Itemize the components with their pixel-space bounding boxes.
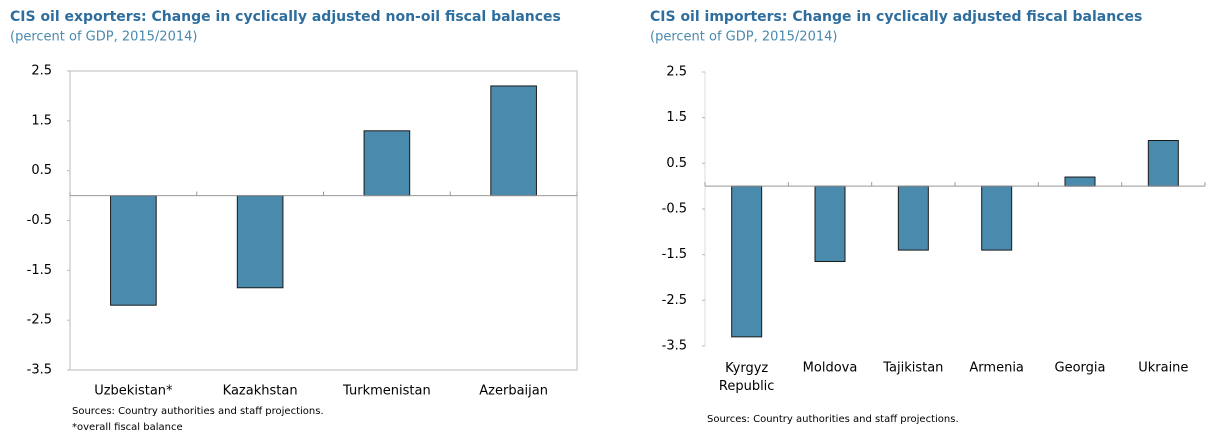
bar <box>1064 176 1096 187</box>
y-tick-label: -0.5 <box>662 202 687 217</box>
bar <box>981 185 1013 251</box>
chart-subtitle: (percent of GDP, 2015/2014) <box>10 30 197 45</box>
bar <box>363 130 411 197</box>
y-tick-label: 1.5 <box>666 110 687 125</box>
bar <box>490 85 537 197</box>
x-tick-label: Turkmenistan <box>342 384 431 399</box>
y-tick-label: -1.5 <box>662 247 687 262</box>
bar <box>814 185 846 263</box>
chart-title: CIS oil exporters: Change in cyclically … <box>10 9 561 25</box>
y-tick-label: 0.5 <box>31 163 52 178</box>
chart-subtitle: (percent of GDP, 2015/2014) <box>650 30 837 45</box>
y-tick-label: -2.5 <box>662 293 687 308</box>
note: Sources: Country authorities and staff p… <box>707 414 959 425</box>
bar <box>110 195 157 306</box>
x-tick-label: Uzbekistan* <box>94 384 173 399</box>
x-tick-label: Azerbaijan <box>479 384 548 399</box>
x-tick-label: Tajikistan <box>882 361 943 376</box>
x-tick-label: Kyrgyz Republic <box>719 361 775 394</box>
chart-title: CIS oil importers: Change in cyclically … <box>650 9 1142 25</box>
bar <box>897 185 929 251</box>
y-tick-label: 2.5 <box>666 65 687 80</box>
x-tick-label: Moldova <box>803 361 858 376</box>
bar <box>236 195 284 289</box>
bar <box>1147 140 1179 187</box>
x-tick-label: Armenia <box>969 361 1024 376</box>
y-tick-label: 1.5 <box>31 113 52 128</box>
y-tick-label: -3.5 <box>662 339 687 354</box>
y-tick-label: 2.5 <box>31 64 52 79</box>
x-tick-label: Kazakhstan <box>223 384 298 399</box>
bar <box>731 185 763 338</box>
y-tick-label: -3.5 <box>27 363 52 378</box>
x-tick-label: Ukraine <box>1138 361 1188 376</box>
y-tick-label: -1.5 <box>27 263 52 278</box>
y-tick-label: 0.5 <box>666 156 687 171</box>
note: *overall fiscal balance <box>72 422 183 433</box>
x-tick-label: Georgia <box>1055 361 1106 376</box>
note: Sources: Country authorities and staff p… <box>72 406 324 417</box>
y-tick-label: -2.5 <box>27 313 52 328</box>
y-tick-label: -0.5 <box>27 213 52 228</box>
